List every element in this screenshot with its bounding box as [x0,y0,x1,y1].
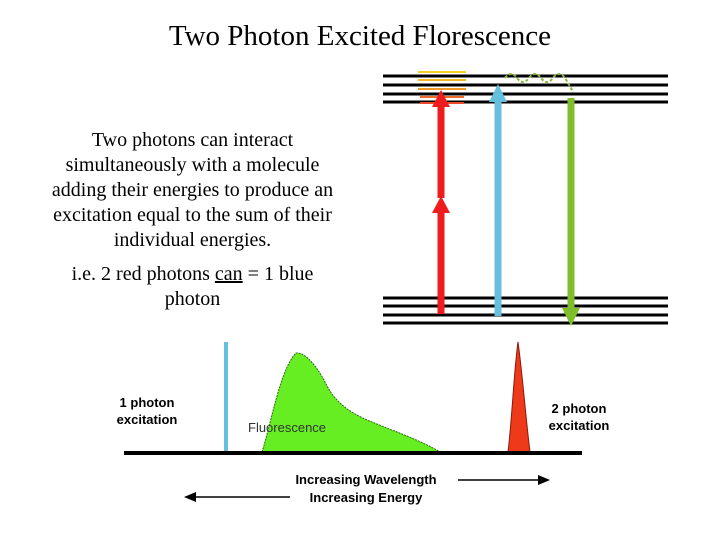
example-line: i.e. 2 red photons can = 1 blue [20,262,365,287]
energy-arrow [184,492,290,502]
two-photon-label-line: excitation [548,418,610,433]
one-photon-label-line: 1 photon [119,395,175,410]
fluorescence-label: Fluorescence [248,420,327,435]
explanation-line: adding their energies to produce an [51,179,334,201]
one-photon-label-line: excitation [116,412,178,427]
two-photon-label: 2 photon excitation [536,400,622,434]
example-underlined: can [214,263,243,285]
relaxation-squiggle [504,73,574,93]
fluorescence-peak [261,352,442,453]
energy-axis-label: Increasing Energy [309,490,423,505]
two-photon-excitation-peak [507,341,531,453]
example-line: photon [164,288,221,310]
explanation-text: Two photons can interact simultaneously … [20,128,365,253]
wavelength-axis-label: Increasing Wavelength [295,472,437,487]
explanation-line: excitation equal to the sum of their [53,204,332,226]
green-emission-arrow [562,98,580,326]
red-photon-arrow [432,90,450,314]
two-photon-label-line: 2 photon [551,401,607,416]
slide-title: Two Photon Excited Florescence [168,20,552,52]
example-suffix: = 1 blue [242,263,314,285]
explanation-line: Two photons can interact [91,129,294,151]
ground-levels [383,296,668,325]
blue-photon-arrow [489,84,507,316]
explanation-line: individual energies. [113,229,272,251]
example-prefix: i.e. 2 red photons [71,263,215,285]
one-photon-label: 1 photon excitation [104,394,190,428]
wavelength-arrow [458,475,550,485]
example-text: i.e. 2 red photons can = 1 blue photon [20,262,365,312]
explanation-line: simultaneously with a molecule [65,154,320,176]
